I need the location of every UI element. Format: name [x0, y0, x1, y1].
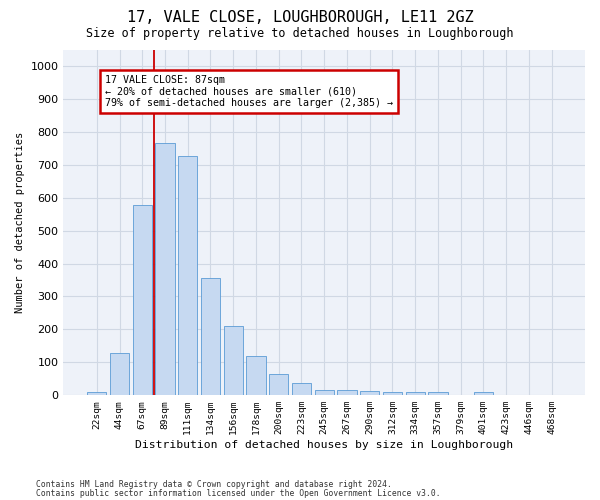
Bar: [201, 278, 220, 395]
Bar: [292, 382, 311, 395]
Y-axis label: Number of detached properties: Number of detached properties: [15, 132, 25, 313]
Bar: [314, 390, 334, 395]
Bar: [383, 392, 402, 395]
Text: 17 VALE CLOSE: 87sqm
← 20% of detached houses are smaller (610)
79% of semi-deta: 17 VALE CLOSE: 87sqm ← 20% of detached h…: [106, 74, 394, 108]
Bar: [337, 390, 356, 395]
Bar: [269, 374, 289, 395]
Bar: [224, 326, 243, 395]
Bar: [474, 392, 493, 395]
Text: Contains HM Land Registry data © Crown copyright and database right 2024.: Contains HM Land Registry data © Crown c…: [36, 480, 392, 489]
Bar: [406, 392, 425, 395]
Text: 17, VALE CLOSE, LOUGHBOROUGH, LE11 2GZ: 17, VALE CLOSE, LOUGHBOROUGH, LE11 2GZ: [127, 10, 473, 25]
Text: Size of property relative to detached houses in Loughborough: Size of property relative to detached ho…: [86, 28, 514, 40]
Bar: [360, 391, 379, 395]
Text: Contains public sector information licensed under the Open Government Licence v3: Contains public sector information licen…: [36, 489, 440, 498]
Bar: [247, 356, 266, 395]
X-axis label: Distribution of detached houses by size in Loughborough: Distribution of detached houses by size …: [135, 440, 513, 450]
Bar: [133, 205, 152, 395]
Bar: [178, 156, 197, 395]
Bar: [110, 353, 129, 395]
Bar: [87, 392, 106, 395]
Bar: [428, 392, 448, 395]
Bar: [155, 143, 175, 395]
